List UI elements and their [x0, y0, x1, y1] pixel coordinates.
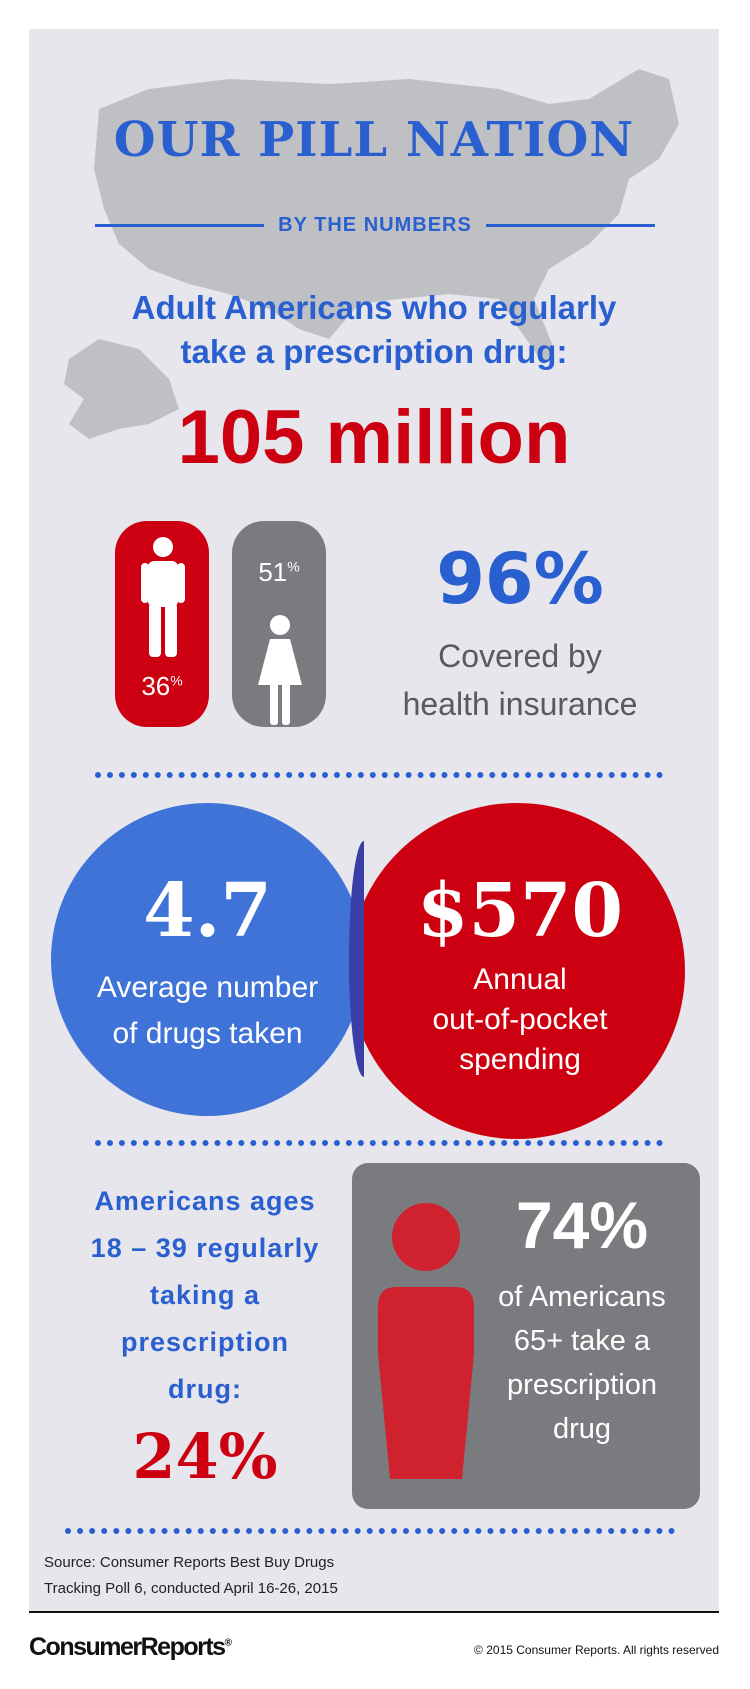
drugs-circle — [51, 803, 364, 1116]
copyright: © 2015 Consumer Reports. All rights rese… — [474, 1643, 719, 1657]
drugs-label: Average number of drugs taken — [96, 971, 319, 1050]
page-title: OUR PILL NATION — [113, 112, 635, 168]
woman-icon — [258, 615, 302, 725]
divider-line — [485, 223, 655, 227]
spending-value: $570 — [417, 868, 623, 954]
headline-value: 105 million — [177, 395, 571, 480]
man-icon — [141, 537, 185, 657]
insurance-label: Covered by health insurance — [402, 638, 638, 722]
footer-rule — [29, 1611, 719, 1613]
person-icon — [378, 1203, 474, 1479]
dotted-divider — [65, 1528, 675, 1534]
seniors-label: of Americans 65+ take a prescription dru… — [498, 1281, 666, 1445]
subtitle: BY THE NUMBERS — [278, 213, 472, 236]
seniors-box: 74% of Americans 65+ take a prescription… — [352, 1163, 700, 1509]
men-percent: 36% — [141, 671, 183, 701]
spending-label: Annual out-of-pocket spending — [432, 963, 608, 1076]
us-map-silhouette — [64, 69, 679, 439]
headline-line: take a prescription drug: — [180, 333, 568, 370]
spending-circle — [349, 803, 685, 1139]
subtitle-row: BY THE NUMBERS — [95, 210, 655, 240]
divider-line — [95, 223, 265, 227]
women-percent: 51% — [258, 557, 300, 587]
source-note: Source: Consumer Reports Best Buy Drugs … — [44, 1554, 338, 1597]
young-adults-label: Americans ages 18 – 39 regularly taking … — [90, 1186, 320, 1404]
women-pill: 51% — [232, 521, 326, 727]
dotted-divider — [95, 772, 663, 778]
headline: Adult Americans who regularly take a pre… — [29, 286, 719, 374]
young-adults-value: 24% — [132, 1420, 278, 1493]
circle-overlap — [349, 841, 364, 1077]
drugs-value: 4.7 — [143, 868, 272, 954]
men-pill: 36% — [115, 521, 209, 727]
seniors-value: 74% — [515, 1188, 649, 1262]
consumer-reports-logo: ConsumerReports® — [29, 1633, 232, 1661]
headline-line: Adult Americans who regularly — [131, 289, 617, 326]
dotted-divider — [95, 1140, 663, 1146]
insurance-value: 96% — [436, 538, 604, 620]
